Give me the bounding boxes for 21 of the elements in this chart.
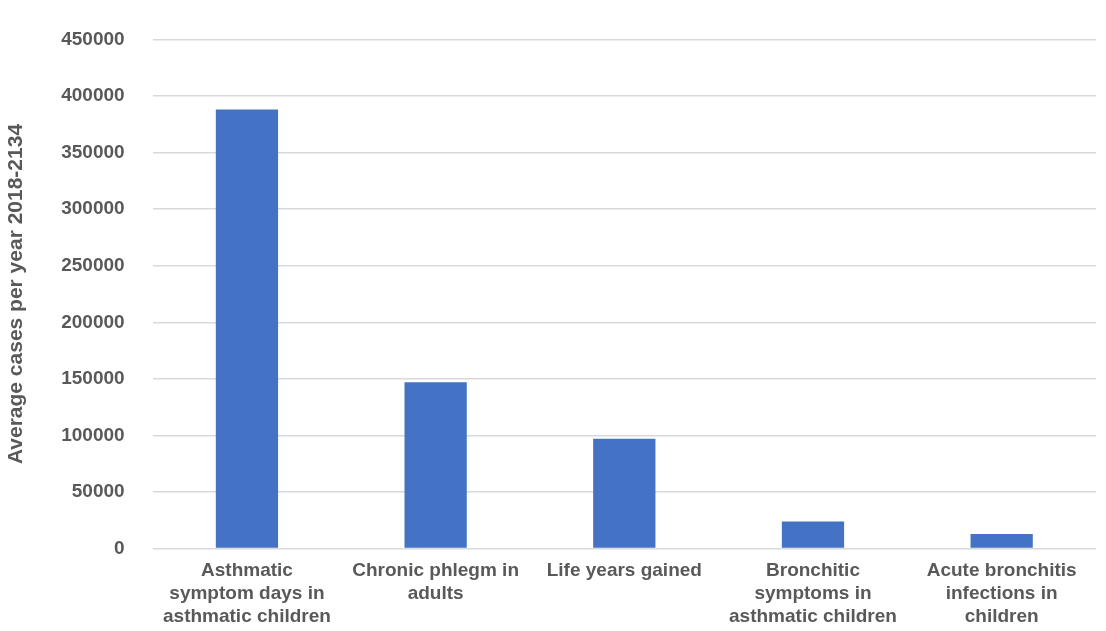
x-tick-label: Life years gained [546, 559, 702, 581]
bar [404, 382, 467, 548]
y-tick-label: 300000 [61, 197, 125, 219]
x-tick-label: Bronchitic symptoms in asthmatic children [729, 559, 897, 626]
y-tick-label: 450000 [61, 27, 125, 49]
y-tick-label: 0 [114, 536, 125, 558]
x-tick-label: Asthmatic symptom days in asthmatic children [163, 559, 331, 626]
y-tick-label: 100000 [61, 423, 125, 445]
y-tick-label: 400000 [61, 84, 125, 106]
bar [781, 521, 845, 548]
y-tick-label: 150000 [61, 367, 125, 389]
bar [593, 438, 656, 548]
y-tick-label: 200000 [61, 310, 125, 332]
y-tick-label: 250000 [61, 253, 125, 275]
bar [970, 533, 1033, 548]
x-tick-label: Chronic phlegm in adults [352, 559, 520, 604]
y-tick-label: 50000 [71, 480, 125, 502]
x-tick-label: Acute bronchitis infections in children [926, 559, 1077, 626]
y-axis-title: Average cases per year 2018-2134 [3, 123, 27, 465]
bar [215, 109, 279, 548]
y-tick-label: 350000 [61, 140, 125, 162]
